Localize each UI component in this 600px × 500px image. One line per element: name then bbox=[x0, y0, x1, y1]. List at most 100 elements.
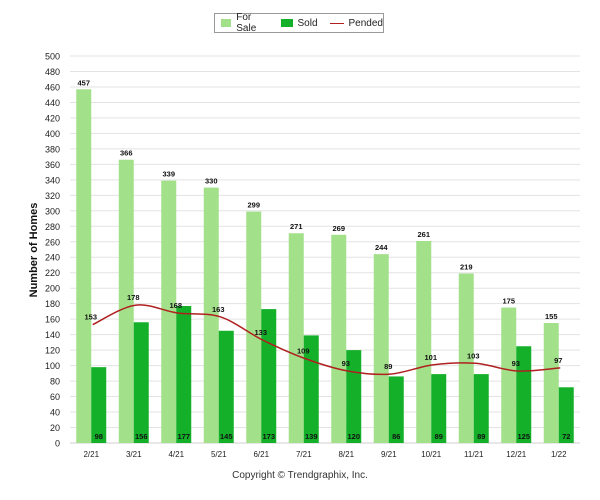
x-tick-label: 9/21 bbox=[381, 450, 397, 459]
data-label-sold: 120 bbox=[347, 432, 360, 441]
bar-for-sale bbox=[118, 159, 134, 443]
data-label-sold: 145 bbox=[220, 432, 233, 441]
data-label-sold: 173 bbox=[262, 432, 275, 441]
y-tick-label: 220 bbox=[45, 268, 60, 278]
bar-for-sale bbox=[288, 233, 304, 443]
pended-line bbox=[92, 304, 561, 376]
pended-line-path bbox=[92, 304, 561, 376]
y-tick-label: 440 bbox=[45, 98, 60, 108]
y-axis-label: Number of Homes bbox=[28, 203, 40, 298]
bar-sold bbox=[388, 376, 404, 443]
bar-for-sale bbox=[331, 234, 347, 443]
data-label-for-sale: 299 bbox=[247, 201, 260, 210]
copyright-footer: Copyright © Trendgraphix, Inc. bbox=[232, 470, 368, 481]
data-label-pended: 153 bbox=[84, 313, 97, 322]
x-tick-label: 4/21 bbox=[168, 450, 184, 459]
data-label-sold: 177 bbox=[177, 432, 190, 441]
data-label-pended: 101 bbox=[424, 353, 437, 362]
data-label-for-sale: 330 bbox=[205, 177, 218, 186]
data-label-for-sale: 155 bbox=[545, 312, 558, 321]
data-label-pended: 97 bbox=[554, 356, 562, 365]
bar-for-sale bbox=[543, 323, 559, 443]
y-tick-label: 400 bbox=[45, 129, 60, 139]
legend-label-for-sale: For Sale bbox=[236, 12, 257, 34]
y-tick-label: 120 bbox=[45, 346, 60, 356]
y-tick-label: 340 bbox=[45, 175, 60, 185]
data-label-sold: 139 bbox=[305, 432, 318, 441]
legend: For Sale Sold Pended bbox=[214, 12, 384, 34]
data-label-sold: 125 bbox=[517, 432, 530, 441]
data-label-pended: 178 bbox=[127, 293, 140, 302]
bar-for-sale bbox=[76, 89, 92, 444]
bar-for-sale bbox=[246, 211, 262, 443]
y-tick-label: 360 bbox=[45, 160, 60, 170]
data-label-for-sale: 271 bbox=[290, 222, 303, 231]
data-label-for-sale: 261 bbox=[417, 230, 430, 239]
data-label-pended: 93 bbox=[512, 359, 520, 368]
bar-for-sale bbox=[416, 240, 432, 443]
bar-sold bbox=[176, 306, 192, 443]
legend-item-sold: Sold bbox=[280, 17, 318, 29]
data-label-pended: 89 bbox=[384, 362, 392, 371]
data-label-pended: 103 bbox=[467, 351, 480, 360]
y-tick-label: 500 bbox=[45, 52, 60, 62]
bar-sold bbox=[91, 367, 107, 443]
data-label-for-sale: 366 bbox=[120, 149, 133, 158]
bar-for-sale bbox=[501, 307, 517, 443]
y-tick-label: 380 bbox=[45, 144, 60, 154]
data-label-for-sale: 457 bbox=[77, 78, 90, 87]
data-label-sold: 86 bbox=[392, 432, 400, 441]
y-tick-label: 320 bbox=[45, 191, 60, 201]
y-tick-label: 160 bbox=[45, 315, 60, 325]
legend-swatch-for-sale bbox=[221, 19, 232, 27]
x-tick-label: 1/22 bbox=[551, 450, 567, 459]
data-label-for-sale: 175 bbox=[502, 297, 515, 306]
x-tick-label: 11/21 bbox=[464, 450, 484, 459]
data-label-sold: 156 bbox=[135, 432, 148, 441]
x-tick-label: 12/21 bbox=[506, 450, 527, 459]
x-tick-label: 8/21 bbox=[338, 450, 354, 459]
x-tick-label: 6/21 bbox=[253, 450, 269, 459]
legend-label-sold: Sold bbox=[297, 17, 318, 29]
bar-for-sale bbox=[373, 254, 389, 443]
y-tick-label: 80 bbox=[50, 377, 60, 387]
legend-swatch-sold bbox=[280, 19, 293, 27]
data-labels: 457 98 366 156 339 177 330 145 299 173 271 139 269 12… bbox=[77, 78, 570, 441]
data-label-sold: 89 bbox=[435, 432, 443, 441]
data-label-pended: 109 bbox=[297, 347, 310, 356]
y-tick-label: 20 bbox=[50, 423, 60, 433]
data-label-sold: 89 bbox=[477, 432, 485, 441]
legend-line-pended bbox=[329, 22, 344, 24]
data-label-pended: 168 bbox=[169, 301, 182, 310]
data-label-sold: 98 bbox=[95, 432, 103, 441]
y-tick-label: 260 bbox=[45, 237, 60, 247]
legend-item-for-sale: For Sale bbox=[221, 12, 269, 34]
y-tick-label: 60 bbox=[50, 392, 60, 402]
y-tick-label: 240 bbox=[45, 253, 60, 263]
y-axis-ticks: 0 20 40 60 80 100 120 140 160 180 200 220 240 260 280 3… bbox=[45, 52, 60, 449]
x-tick-label: 2/21 bbox=[83, 450, 99, 459]
y-tick-label: 0 bbox=[55, 439, 60, 449]
x-tick-label: 7/21 bbox=[296, 450, 312, 459]
bar-for-sale bbox=[458, 273, 474, 443]
y-tick-label: 280 bbox=[45, 222, 60, 232]
y-tick-label: 300 bbox=[45, 206, 60, 216]
y-tick-label: 140 bbox=[45, 330, 60, 340]
y-tick-label: 420 bbox=[45, 113, 60, 123]
y-tick-label: 460 bbox=[45, 82, 60, 92]
legend-item-pended: Pended bbox=[329, 17, 383, 29]
legend-label-pended: Pended bbox=[348, 17, 383, 29]
data-label-for-sale: 219 bbox=[460, 262, 473, 271]
bars bbox=[76, 89, 574, 444]
y-tick-label: 180 bbox=[45, 299, 60, 309]
data-label-pended: 133 bbox=[254, 328, 267, 337]
bar-sold bbox=[431, 374, 447, 443]
x-axis-ticks: 2/21 3/21 4/21 5/21 6/21 7/21 8/21 9/21 10/21 11/… bbox=[83, 450, 567, 459]
bar-sold bbox=[218, 330, 234, 443]
data-label-for-sale: 244 bbox=[375, 243, 388, 252]
data-label-for-sale: 269 bbox=[332, 224, 345, 233]
bar-sold bbox=[558, 387, 574, 443]
data-label-sold: 72 bbox=[562, 432, 570, 441]
x-tick-label: 3/21 bbox=[126, 450, 142, 459]
